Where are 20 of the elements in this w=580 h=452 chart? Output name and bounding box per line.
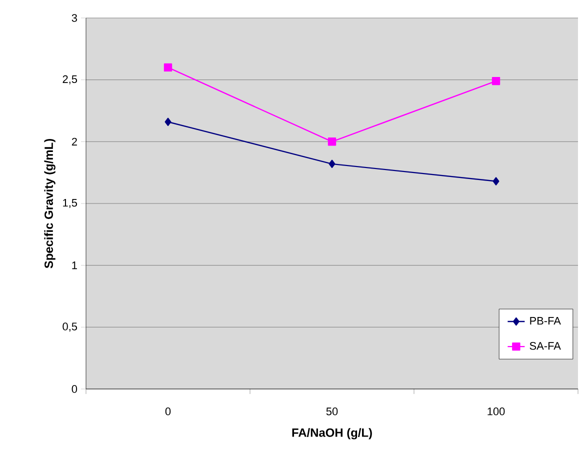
point bbox=[492, 76, 500, 86]
x-tick-label: 100 bbox=[488, 408, 505, 416]
point bbox=[492, 177, 500, 186]
legend-label: SA-FA bbox=[530, 342, 561, 350]
x-tick-label: 0 bbox=[165, 408, 171, 416]
y-tick-label: 1 bbox=[72, 262, 77, 270]
legend-label: PB-FA bbox=[530, 317, 561, 325]
x-tick-label: 50 bbox=[326, 408, 338, 416]
point bbox=[164, 63, 172, 72]
point bbox=[328, 138, 336, 146]
y-tick-label: 2,5 bbox=[62, 75, 78, 84]
y-tick-label: 2 bbox=[72, 138, 77, 146]
y-tick-label: 0 bbox=[72, 385, 78, 393]
x-axis-title: FA/NaOH (g/L) bbox=[292, 428, 372, 440]
point bbox=[328, 160, 336, 168]
y-axis-title: Specific Gravity (g/mL) bbox=[44, 138, 56, 268]
y-tick-label: 1,5 bbox=[63, 199, 78, 208]
y-tick-label: 3 bbox=[72, 14, 77, 22]
point bbox=[164, 118, 172, 126]
y-tick-label: 0,5 bbox=[62, 322, 78, 332]
